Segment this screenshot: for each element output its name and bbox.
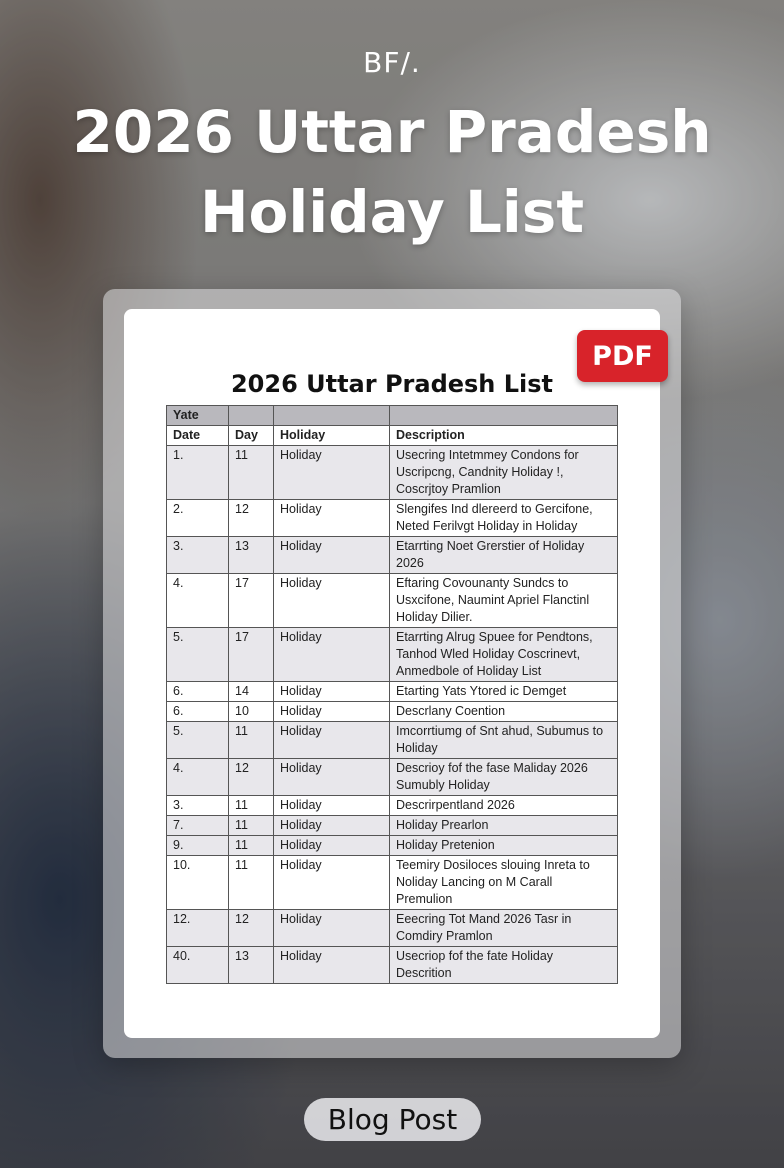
cell-description: Holiday Pretenion [389, 835, 618, 856]
cell-date: 9. [166, 835, 229, 856]
table-row: 4. 17 Holiday Eftaring Covounanty Sundcs to… [166, 573, 618, 628]
cell-date: 6. [166, 681, 229, 702]
cell-day: 17 [228, 573, 274, 628]
cell-date: 4. [166, 573, 229, 628]
cell-day: 12 [228, 758, 274, 796]
top-header-cell [228, 405, 274, 426]
cell-day: 11 [228, 795, 274, 816]
cell-holiday: Holiday [273, 815, 390, 836]
table-row: 6. 10 Holiday Descrlany Coention [166, 701, 618, 722]
cell-description: Usecring Intetmmey Condons for Uscripcng… [389, 445, 618, 500]
cell-day: 13 [228, 946, 274, 984]
cell-description: Etarrting Alrug Spuee for Pendtons, Tanh… [389, 627, 618, 682]
table-row: 4. 12 Holiday Descrioy fof the fase Maliday… [166, 758, 618, 796]
column-header-date: Date [166, 425, 229, 446]
cell-holiday: Holiday [273, 681, 390, 702]
table-row: 12. 12 Holiday Eeecring Tot Mand 2026 Tasr … [166, 909, 618, 947]
cell-date: 2. [166, 499, 229, 537]
document-title: 2026 Uttar Pradesh List [230, 370, 554, 398]
title-line-1: 2026 Uttar Pradesh [72, 98, 712, 166]
cell-holiday: Holiday [273, 701, 390, 722]
cell-description: Eeecring Tot Mand 2026 Tasr in Comdiry P… [389, 909, 618, 947]
cell-day: 11 [228, 835, 274, 856]
cell-date: 40. [166, 946, 229, 984]
table-row: 9. 11 Holiday Holiday Pretenion [166, 835, 618, 856]
cell-holiday: Holiday [273, 499, 390, 537]
top-header-cell [273, 405, 390, 426]
cell-description: Usecriop fof the fate Holiday Descrition [389, 946, 618, 984]
table-row: 7. 11 Holiday Holiday Prearlon [166, 815, 618, 836]
brand-logo: BF/. [363, 46, 421, 79]
page-title: 2026 Uttar Pradesh Holiday List [0, 92, 784, 252]
cell-description: Holiday Prearlon [389, 815, 618, 836]
cell-description: Descrlany Coention [389, 701, 618, 722]
cell-date: 5. [166, 721, 229, 759]
cell-day: 11 [228, 855, 274, 910]
cell-day: 11 [228, 445, 274, 500]
cell-description: Teemiry Dosiloces slouing Inreta to Noli… [389, 855, 618, 910]
table-row: 2. 12 Holiday Slengifes Ind dlereerd to Ger… [166, 499, 618, 537]
holiday-table: Yate Date Day Holiday Description 1. 11 Ho… [166, 405, 618, 984]
top-header-cell [389, 405, 618, 426]
title-line-2: Holiday List [199, 178, 585, 246]
cell-holiday: Holiday [273, 536, 390, 574]
cell-holiday: Holiday [273, 758, 390, 796]
cell-date: 10. [166, 855, 229, 910]
column-header-day: Day [228, 425, 274, 446]
top-header-cell: Yate [166, 405, 229, 426]
cell-description: Descrioy fof the fase Maliday 2026 Sumub… [389, 758, 618, 796]
table-row: 3. 11 Holiday Descrirpentland 2026 [166, 795, 618, 816]
cell-holiday: Holiday [273, 721, 390, 759]
cell-day: 13 [228, 536, 274, 574]
cell-holiday: Holiday [273, 795, 390, 816]
cell-day: 12 [228, 909, 274, 947]
cell-day: 17 [228, 627, 274, 682]
table-row: 3. 13 Holiday Etarrting Noet Grerstier of H… [166, 536, 618, 574]
blog-post-tag[interactable]: Blog Post [304, 1098, 481, 1141]
cell-day: 10 [228, 701, 274, 722]
cell-holiday: Holiday [273, 445, 390, 500]
cell-description: Etarrting Noet Grerstier of Holiday 2026 [389, 536, 618, 574]
cell-description: Eftaring Covounanty Sundcs to Usxcifone,… [389, 573, 618, 628]
table-header: Date Day Holiday Description [166, 425, 618, 446]
table-row: 5. 11 Holiday Imcorrtiumg of Snt ahud, Subu… [166, 721, 618, 759]
cell-holiday: Holiday [273, 855, 390, 910]
cell-date: 1. [166, 445, 229, 500]
cell-date: 5. [166, 627, 229, 682]
cell-holiday: Holiday [273, 835, 390, 856]
cell-holiday: Holiday [273, 946, 390, 984]
cell-holiday: Holiday [273, 573, 390, 628]
table-row: 6. 14 Holiday Etarting Yats Ytored ic Demge… [166, 681, 618, 702]
cell-description: Slengifes Ind dlereerd to Gercifone, Net… [389, 499, 618, 537]
cell-date: 4. [166, 758, 229, 796]
cell-holiday: Holiday [273, 627, 390, 682]
column-header-description: Description [389, 425, 618, 446]
cell-day: 11 [228, 815, 274, 836]
cell-description: Etarting Yats Ytored ic Demget [389, 681, 618, 702]
table-row: 5. 17 Holiday Etarrting Alrug Spuee for Pen… [166, 627, 618, 682]
pdf-badge: PDF [577, 330, 668, 382]
cell-date: 3. [166, 536, 229, 574]
cell-date: 12. [166, 909, 229, 947]
table-row: 1. 11 Holiday Usecring Intetmmey Condons fo… [166, 445, 618, 500]
cell-description: Imcorrtiumg of Snt ahud, Subumus to Holi… [389, 721, 618, 759]
cell-date: 7. [166, 815, 229, 836]
cell-day: 11 [228, 721, 274, 759]
cell-day: 12 [228, 499, 274, 537]
cell-date: 6. [166, 701, 229, 722]
cell-description: Descrirpentland 2026 [389, 795, 618, 816]
cell-date: 3. [166, 795, 229, 816]
table-row: 10. 11 Holiday Teemiry Dosiloces slouing In… [166, 855, 618, 910]
table-top-header: Yate [166, 405, 618, 426]
table-row: 40. 13 Holiday Usecriop fof the fate Holida… [166, 946, 618, 984]
cell-day: 14 [228, 681, 274, 702]
column-header-holiday: Holiday [273, 425, 390, 446]
cell-holiday: Holiday [273, 909, 390, 947]
